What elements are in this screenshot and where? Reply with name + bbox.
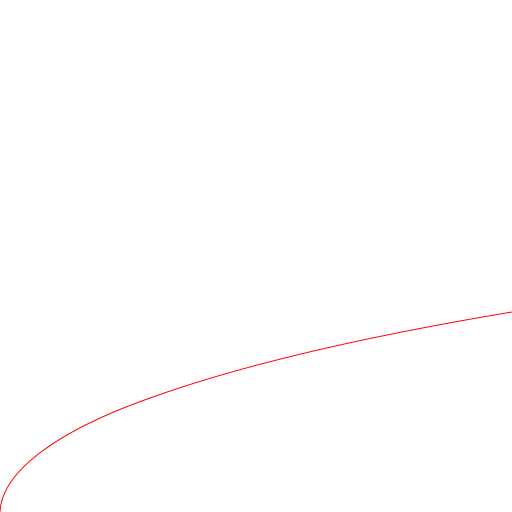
curve bbox=[0, 311, 512, 512]
